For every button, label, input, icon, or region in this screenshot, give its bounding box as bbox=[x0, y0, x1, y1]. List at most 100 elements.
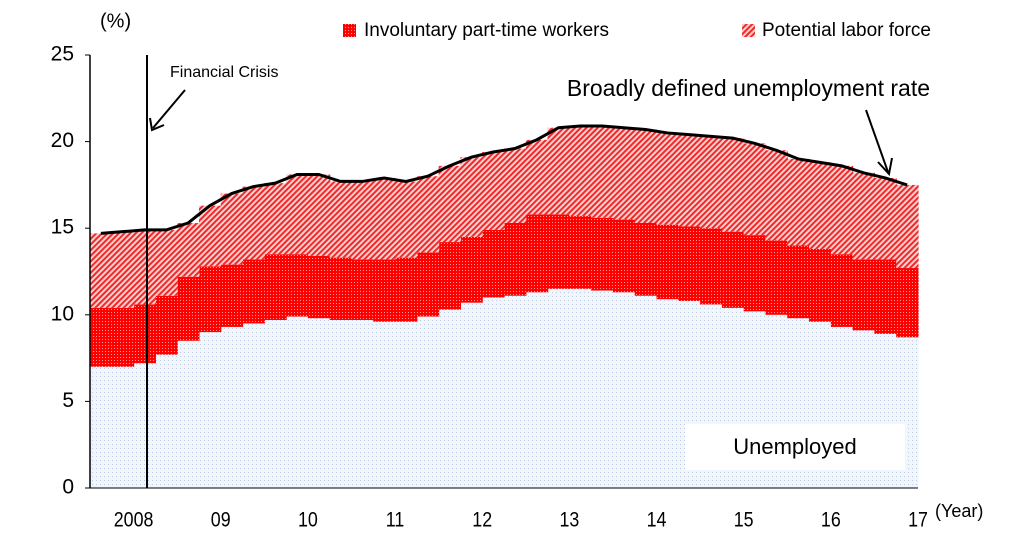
area-segment bbox=[612, 219, 636, 293]
area-segment bbox=[809, 248, 832, 322]
x-tick-label: 14 bbox=[647, 508, 667, 532]
annotation: Financial Crisis bbox=[170, 64, 278, 81]
area-segment bbox=[721, 138, 745, 232]
area-segment bbox=[286, 254, 309, 317]
arrow bbox=[152, 89, 186, 129]
area-segment bbox=[90, 366, 113, 488]
area-segment bbox=[809, 162, 832, 249]
area-segment bbox=[198, 266, 222, 333]
legend-label: Involuntary part-time workers bbox=[364, 20, 609, 41]
area-segment bbox=[547, 288, 570, 488]
area-segment bbox=[307, 174, 331, 256]
area-segment bbox=[133, 304, 156, 364]
series-label: Unemployed bbox=[733, 434, 857, 459]
area-segment bbox=[874, 259, 897, 334]
area-segment bbox=[743, 143, 767, 236]
area-segment bbox=[264, 319, 287, 488]
area-segment bbox=[242, 323, 265, 488]
area-segment bbox=[395, 321, 418, 488]
area-segment bbox=[329, 257, 353, 320]
y-tick-label: 25 bbox=[51, 43, 74, 66]
area-segment bbox=[155, 354, 178, 488]
area-segment bbox=[830, 165, 854, 255]
x-tick-label: 17 bbox=[908, 508, 928, 532]
area-segment bbox=[569, 126, 592, 217]
area-segment bbox=[547, 214, 570, 289]
x-tick-label: 11 bbox=[386, 508, 405, 532]
area-segment bbox=[242, 186, 265, 260]
area-segment bbox=[547, 127, 570, 215]
area-segment bbox=[373, 177, 396, 260]
area-segment bbox=[90, 233, 113, 308]
area-segment bbox=[896, 184, 919, 269]
area-segment bbox=[111, 231, 135, 308]
area-segment bbox=[373, 321, 396, 488]
area-segment bbox=[307, 255, 331, 319]
line bbox=[100, 124, 908, 235]
area-segment bbox=[482, 151, 505, 230]
area-segment bbox=[569, 288, 592, 488]
area-segment bbox=[765, 150, 788, 241]
area-segment bbox=[678, 226, 701, 301]
area-segment bbox=[220, 326, 244, 488]
line-label: Broadly defined unemployment rate bbox=[567, 75, 930, 101]
legend-label: Potential labor force bbox=[762, 20, 931, 41]
area-segment bbox=[242, 259, 265, 324]
area-segment bbox=[133, 363, 156, 488]
area-segment bbox=[787, 245, 810, 319]
area-segment bbox=[482, 229, 505, 298]
area-segment bbox=[351, 319, 374, 488]
area-segment bbox=[438, 309, 462, 488]
area-segment bbox=[591, 126, 614, 218]
area-segment bbox=[177, 340, 200, 488]
area-segment bbox=[504, 223, 527, 296]
x-tick-label: 16 bbox=[821, 508, 841, 532]
area-segment bbox=[525, 139, 549, 215]
area-segment bbox=[525, 214, 549, 293]
area-segment bbox=[133, 229, 156, 305]
area-segment bbox=[395, 257, 418, 322]
area-segment bbox=[634, 223, 658, 296]
area-segment bbox=[700, 136, 723, 229]
area-segment bbox=[438, 242, 462, 310]
area-segment bbox=[220, 264, 244, 327]
area-segment bbox=[591, 217, 614, 291]
x-tick-label: 13 bbox=[559, 508, 579, 532]
area-segment bbox=[264, 183, 287, 255]
x-tick-label: 10 bbox=[298, 508, 318, 532]
x-tick-label: 09 bbox=[211, 508, 231, 532]
area-segment bbox=[111, 366, 135, 488]
area-segment bbox=[787, 158, 810, 246]
y-axis-label: (%) bbox=[100, 10, 131, 32]
y-tick-label: 20 bbox=[51, 129, 74, 152]
area-segment bbox=[634, 129, 658, 224]
area-segment bbox=[111, 307, 135, 367]
area-segment bbox=[416, 252, 440, 317]
area-segment bbox=[743, 235, 767, 312]
area-segment bbox=[525, 292, 549, 488]
area-segment bbox=[896, 268, 919, 338]
area-segment bbox=[852, 172, 876, 260]
area-segment bbox=[198, 205, 222, 267]
area-segment bbox=[656, 299, 679, 488]
y-tick-label: 5 bbox=[62, 389, 74, 412]
label-box bbox=[685, 424, 905, 470]
area-segment bbox=[307, 318, 331, 488]
legend-swatch bbox=[343, 24, 356, 37]
area-segment bbox=[90, 307, 113, 367]
area-segment bbox=[700, 228, 723, 305]
y-tick-label: 0 bbox=[62, 476, 74, 499]
area-segment bbox=[177, 276, 200, 341]
x-tick-label: 12 bbox=[472, 508, 492, 532]
arrow bbox=[865, 109, 889, 173]
area-segment bbox=[264, 254, 287, 320]
area-segment bbox=[460, 302, 483, 488]
x-tick-label: 15 bbox=[734, 508, 754, 532]
area-segment bbox=[504, 295, 527, 488]
area-segment bbox=[482, 297, 505, 488]
y-tick-label: 10 bbox=[51, 302, 74, 325]
x-axis-label: (Year) bbox=[935, 501, 983, 521]
area-segment bbox=[612, 127, 636, 220]
area-segment bbox=[395, 181, 418, 258]
